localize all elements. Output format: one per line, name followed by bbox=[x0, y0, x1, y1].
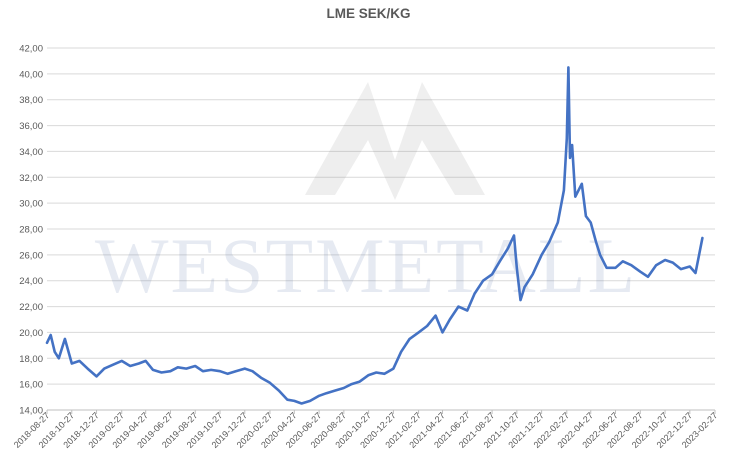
y-tick-label: 16,00 bbox=[19, 380, 43, 391]
y-tick-label: 36,00 bbox=[19, 121, 43, 132]
westmetall-watermark: WESTMETALL bbox=[95, 82, 637, 309]
x-axis-ticks: 2018-08-272018-10-272018-12-272019-02-27… bbox=[12, 410, 720, 450]
gridlines bbox=[47, 47, 715, 385]
y-tick-label: 40,00 bbox=[19, 69, 43, 80]
y-tick-label: 38,00 bbox=[19, 95, 43, 106]
y-tick-label: 42,00 bbox=[19, 44, 43, 55]
y-tick-label: 22,00 bbox=[19, 302, 43, 313]
y-tick-label: 20,00 bbox=[19, 328, 43, 339]
watermark-text: WESTMETALL bbox=[95, 222, 637, 309]
axes bbox=[46, 409, 716, 414]
y-tick-label: 28,00 bbox=[19, 225, 43, 236]
y-tick-label: 24,00 bbox=[19, 276, 43, 287]
y-tick-label: 18,00 bbox=[19, 354, 43, 365]
y-tick-label: 30,00 bbox=[19, 199, 43, 210]
series-layer bbox=[45, 66, 704, 405]
y-tick-label: 14,00 bbox=[19, 406, 43, 417]
series-line-0 bbox=[45, 66, 704, 405]
y-tick-label: 26,00 bbox=[19, 250, 43, 261]
y-tick-label: 34,00 bbox=[19, 147, 43, 158]
chart-title: LME SEK/KG bbox=[326, 6, 411, 21]
watermark-logo-mark bbox=[305, 82, 485, 200]
y-tick-label: 32,00 bbox=[19, 173, 43, 184]
y-axis-ticks: 14,00 16,00 18,00 20,00 22,00 24,00 26,00 28,00… bbox=[19, 44, 43, 417]
